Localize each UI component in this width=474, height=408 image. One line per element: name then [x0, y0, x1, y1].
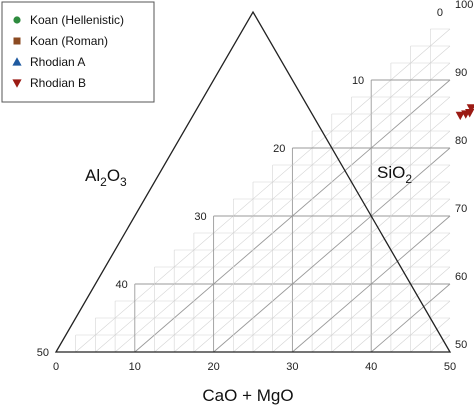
left-tick-label: 10	[352, 75, 364, 87]
left-axis-title: Al2O3	[85, 166, 127, 189]
right-tick-label: 80	[455, 135, 467, 147]
legend-marker	[13, 16, 21, 24]
bottom-tick-label: 40	[365, 361, 377, 373]
legend-marker	[12, 57, 22, 66]
right-tick-label: 60	[455, 271, 467, 283]
left-tick-label: 30	[194, 211, 206, 223]
left-tick-label: 50	[37, 347, 49, 359]
data-points	[455, 104, 474, 121]
bottom-tick-label: 50	[444, 361, 456, 373]
bottom-tick-label: 20	[207, 361, 219, 373]
legend-box	[1, 1, 155, 103]
right-tick-label: 100	[455, 0, 473, 11]
frame-outline	[54, 10, 452, 353]
grid-line	[272, 198, 451, 353]
left-tick-label: 40	[116, 279, 128, 291]
right-tick-label: 50	[455, 339, 467, 351]
legend-marker	[13, 37, 21, 45]
legend-label: Koan (Roman)	[30, 34, 108, 48]
grid-line	[292, 215, 451, 353]
data-point	[461, 110, 471, 119]
data-point	[455, 111, 465, 121]
grid-line	[233, 164, 451, 353]
bottom-axis-title: CaO + MgO	[202, 386, 293, 405]
grid-line	[331, 249, 451, 353]
right-axis-title: SiO2	[377, 163, 412, 186]
bottom-tick-label: 0	[53, 361, 59, 373]
grid-line	[311, 232, 451, 353]
bottom-tick-label: 10	[129, 361, 141, 373]
grid-line	[390, 300, 451, 353]
triangle-frame	[54, 10, 452, 353]
bottom-tick-label: 30	[286, 361, 298, 373]
grid-line	[370, 283, 451, 353]
grid-line	[114, 62, 451, 353]
legend-label: Rhodian A	[30, 55, 85, 69]
grid-line	[75, 28, 451, 353]
legend-label: Rhodian B	[30, 76, 86, 90]
left-tick-label: 20	[273, 143, 285, 155]
grid-line	[252, 181, 451, 353]
right-tick-label: 90	[455, 67, 467, 79]
grid-line	[193, 130, 451, 353]
left-tick-label: 0	[437, 7, 443, 19]
legend: Koan (Hellenistic) Koan (Roman) Rhodian A R…	[1, 1, 155, 103]
right-tick-label: 70	[455, 203, 467, 215]
grid-line	[410, 317, 451, 353]
grid-line	[351, 266, 451, 353]
grid-line	[430, 334, 451, 353]
legend-label: Koan (Hellenistic)	[30, 13, 124, 27]
tick-labels: 0 0 100 10 10 90 20 20 80 30 30 70 40 40 60 50 50 50	[37, 0, 474, 373]
grid-line	[154, 96, 451, 353]
legend-marker	[12, 79, 22, 88]
